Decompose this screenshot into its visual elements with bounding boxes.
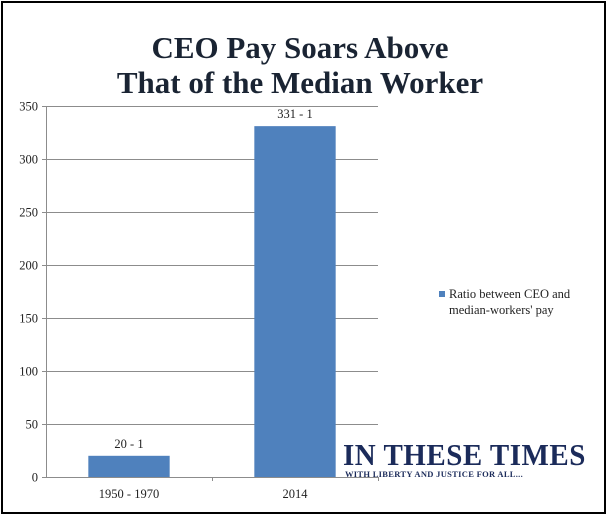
data-labels: 20 - 1 331 - 1 bbox=[114, 107, 312, 451]
chart-title-line-1: CEO Pay Soars Above bbox=[151, 30, 448, 65]
y-tick-label-300: 300 bbox=[19, 153, 38, 167]
data-label-0: 20 - 1 bbox=[114, 437, 143, 451]
x-category-label-0: 1950 - 1970 bbox=[99, 487, 159, 501]
y-tick-label-100: 100 bbox=[19, 365, 38, 379]
y-tick-label-50: 50 bbox=[26, 418, 39, 432]
legend-label-line-2: median-workers' pay bbox=[449, 303, 554, 317]
logo-wordmark: IN THESE TIMES bbox=[343, 438, 586, 473]
legend-swatch bbox=[439, 291, 445, 297]
y-tick-label-250: 250 bbox=[19, 206, 38, 220]
y-tick-label-200: 200 bbox=[19, 259, 38, 273]
y-tick-label-350: 350 bbox=[19, 100, 38, 114]
logo-tagline: WITH LIBERTY AND JUSTICE FOR ALL... bbox=[345, 469, 524, 479]
in-these-times-logo: IN THESE TIMES WITH LIBERTY AND JUSTICE … bbox=[343, 438, 586, 479]
chart-title: CEO Pay Soars Above That of the Median W… bbox=[117, 30, 483, 100]
bar-1 bbox=[254, 126, 336, 477]
axes bbox=[46, 106, 379, 481]
legend: Ratio between CEO and median-workers' pa… bbox=[439, 287, 571, 317]
bars bbox=[88, 126, 336, 477]
legend-label-line-1: Ratio between CEO and bbox=[449, 287, 571, 301]
y-tick-label-0: 0 bbox=[32, 471, 38, 485]
chart-title-line-2: That of the Median Worker bbox=[117, 65, 483, 100]
x-axis-labels: 1950 - 1970 2014 bbox=[99, 487, 308, 501]
bar-0 bbox=[88, 455, 170, 477]
data-label-1: 331 - 1 bbox=[277, 107, 312, 121]
x-category-label-1: 2014 bbox=[283, 487, 309, 501]
y-axis-ticks: 0 50 100 150 200 250 300 350 bbox=[19, 100, 46, 485]
y-tick-label-150: 150 bbox=[19, 312, 38, 326]
